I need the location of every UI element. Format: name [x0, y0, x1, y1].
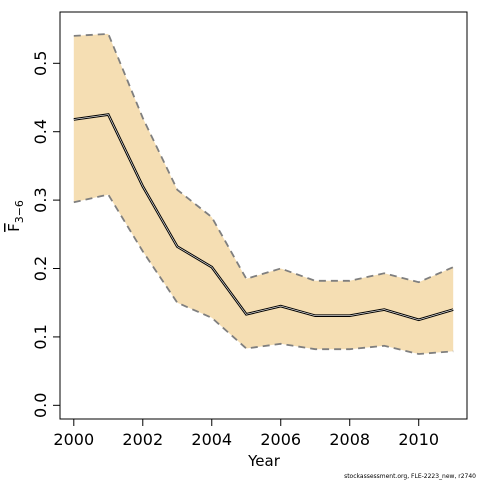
- footnote: stockassessment.org, FLE-2223_new, r2740: [344, 473, 476, 480]
- x-tick-label: 2002: [122, 430, 163, 449]
- upper-bound-line: [73, 32, 454, 284]
- x-tick-label: 2004: [191, 430, 232, 449]
- x-tick-label: 2008: [329, 430, 370, 449]
- y-tick-label: 0.2: [31, 256, 50, 281]
- y-tick-label: 0.1: [31, 324, 50, 349]
- svg-text:F3−6: F3−6: [5, 200, 26, 232]
- y-tick-label: 0.3: [31, 187, 50, 212]
- x-tick-label: 2006: [260, 430, 301, 449]
- y-axis: 0.0 0.1 0.2 0.3 0.4 0.5: [31, 51, 61, 418]
- y-tick-label: 0.4: [31, 119, 50, 144]
- x-tick-label: 2010: [398, 430, 439, 449]
- confidence-band: [73, 33, 454, 355]
- y-tick-label: 0.5: [31, 51, 50, 76]
- estimate-line-inner: [73, 114, 454, 321]
- lower-bound-line: [73, 193, 454, 355]
- y-axis-title: F3−6: [5, 200, 26, 232]
- x-axis-title: Year: [247, 452, 281, 470]
- y-tick-label: 0.0: [31, 393, 50, 418]
- x-axis: 2000 2002 2004 2006 2008 2010: [53, 418, 439, 449]
- y-axis-title-main: F: [5, 223, 23, 232]
- plot-area: [73, 32, 454, 355]
- x-tick-label: 2000: [53, 430, 94, 449]
- y-axis-title-subscript: 3−6: [13, 200, 26, 223]
